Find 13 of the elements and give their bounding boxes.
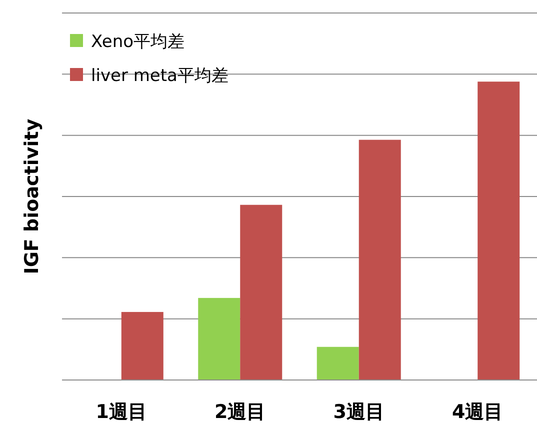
bar [198, 298, 240, 380]
bar [121, 312, 164, 380]
bar [240, 204, 282, 380]
legend-label: liver meta平均差 [91, 66, 228, 86]
bar [358, 140, 401, 380]
bar [478, 82, 520, 380]
y-axis-title: IGF bioactivity [21, 118, 43, 274]
x-tick-label: 3週目 [333, 401, 384, 423]
x-tick-label: 2週目 [214, 401, 266, 423]
x-tick-label: 1週目 [96, 401, 147, 423]
legend-label: Xeno平均差 [91, 32, 185, 52]
bar [316, 346, 359, 380]
x-tick-label: 4週目 [452, 401, 504, 423]
